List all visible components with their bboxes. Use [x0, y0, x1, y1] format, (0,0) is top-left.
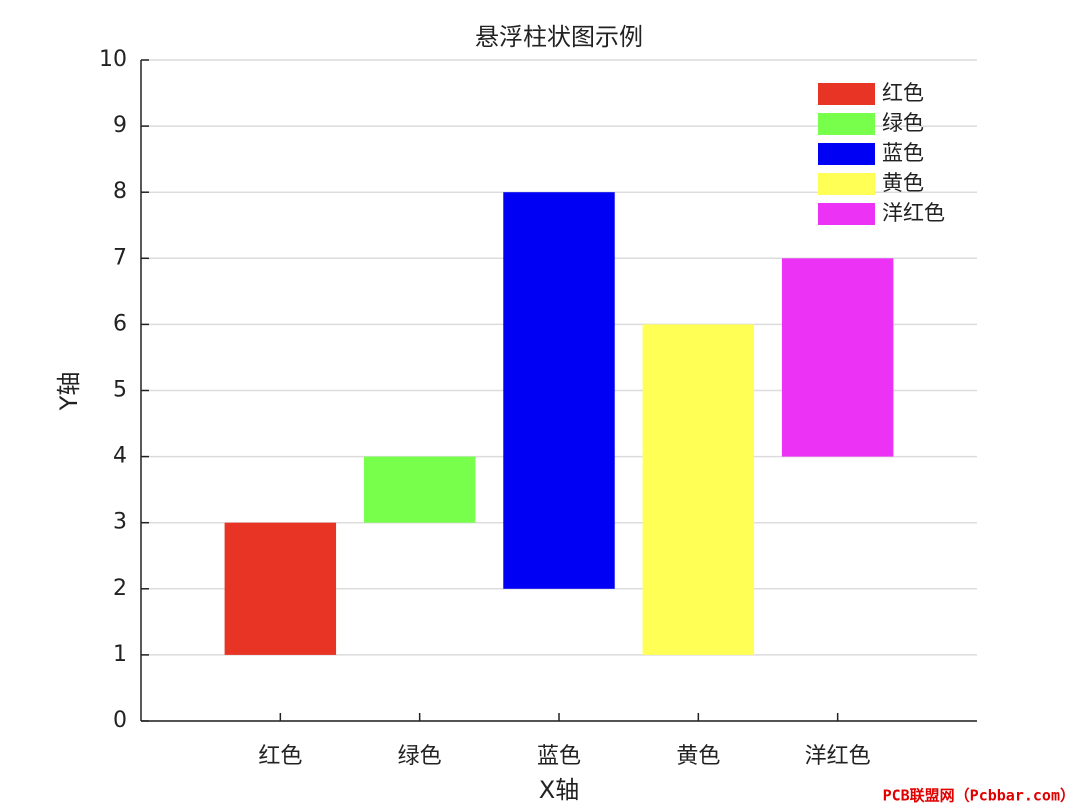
x-tick-label: 蓝色	[537, 744, 581, 769]
bar	[642, 324, 755, 655]
bar	[781, 258, 894, 457]
legend-swatch	[818, 173, 875, 195]
bar	[363, 456, 476, 523]
bar	[503, 192, 615, 589]
x-tick-label: 洋红色	[805, 744, 871, 769]
x-tick-label: 绿色	[398, 744, 442, 769]
y-tick-label: 6	[113, 311, 127, 336]
y-tick-label: 8	[113, 179, 127, 204]
y-axis-label: Y轴	[55, 372, 83, 412]
y-tick-label: 9	[113, 113, 127, 138]
legend-label: 黄色	[882, 171, 924, 195]
legend-swatch	[818, 203, 875, 225]
legend-label: 蓝色	[882, 141, 924, 165]
x-tick-label: 红色	[258, 744, 302, 769]
x-axis-label: X轴	[539, 776, 579, 804]
x-tick-label: 黄色	[676, 744, 720, 769]
legend-label: 洋红色	[882, 201, 945, 225]
y-tick-label: 3	[113, 510, 127, 535]
y-tick-label: 0	[113, 708, 127, 733]
bar	[224, 522, 337, 655]
y-tick-label: 10	[99, 47, 127, 72]
legend-label: 红色	[882, 81, 924, 105]
legend-swatch	[818, 83, 875, 105]
y-tick-label: 4	[113, 444, 127, 469]
legend-swatch	[818, 113, 875, 135]
y-tick-label: 7	[113, 245, 127, 270]
legend-label: 绿色	[882, 111, 924, 135]
y-tick-label: 5	[113, 378, 127, 403]
chart-title: 悬浮柱状图示例	[475, 23, 643, 51]
watermark: PCB联盟网（Pcbbar.com）	[883, 787, 1075, 805]
y-tick-label: 1	[113, 642, 127, 667]
y-tick-label: 2	[113, 576, 127, 601]
legend-swatch	[818, 143, 875, 165]
